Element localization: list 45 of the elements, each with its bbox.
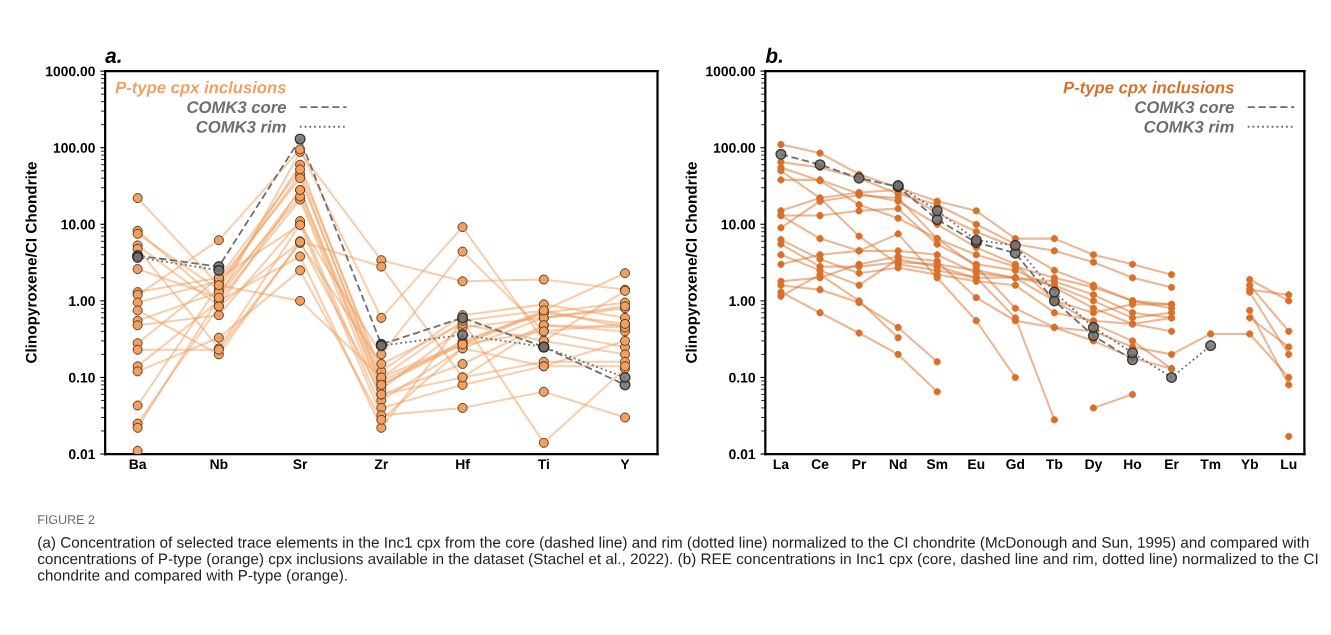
text: P-type cpx inclusions bbox=[1063, 81, 1234, 97]
caption: FIGURE 2 bbox=[38, 515, 95, 524]
y-axis-title: Clinopyroxene/CI Chondrite bbox=[685, 162, 700, 363]
x-tick-label: Tm bbox=[1200, 459, 1221, 469]
x-tick-label: Ba bbox=[129, 459, 147, 470]
x-tick-label: Lu bbox=[1281, 459, 1297, 470]
x-tick-label: La bbox=[773, 459, 790, 470]
x-tick-label: Er bbox=[1165, 459, 1179, 469]
x-tick-label: Nb bbox=[210, 458, 228, 470]
text: (a) Concentration of selected trace elements in the Inc1 cpx from the core (dashed line) and rim (dotted line) normalized to the CI chondrite (McDonough and Sun, 1995) and compared with concentrations of P-type (orange) cpx inclusions available in the dataset (Stachel et al., 2022). (b) REE concentrations in Inc1 cpx (core, dashed line and rim, dotted line) normalized to the CI chondrite and compared with P-type (orange). bbox=[37, 536, 1318, 584]
legend-label: COMK3 rim bbox=[196, 120, 286, 133]
y-tick-label: 0.10 bbox=[729, 372, 756, 383]
legend-label: COMK3 rim bbox=[1144, 120, 1234, 133]
legend-label: COMK3 core bbox=[1135, 101, 1234, 114]
x-tick-label: Sm bbox=[926, 459, 948, 470]
chart-title: b. bbox=[765, 47, 783, 63]
x-tick-label: Zr bbox=[374, 459, 389, 469]
y-tick-label: 10.00 bbox=[721, 219, 756, 230]
x-tick-label: Hf bbox=[456, 458, 470, 469]
x-tick-label: Tb bbox=[1046, 458, 1063, 470]
x-tick-label: Sr bbox=[293, 459, 308, 470]
chart-title: a. bbox=[105, 51, 121, 63]
y-tick-label: 100.00 bbox=[714, 143, 756, 153]
y-tick-label: 0.01 bbox=[729, 449, 756, 460]
x-tick-label: Nd bbox=[889, 458, 907, 470]
x-tick-label: Dy bbox=[1085, 459, 1103, 472]
x-tick-label: Ho bbox=[1124, 459, 1142, 470]
text: P-type cpx inclusions bbox=[115, 81, 286, 97]
y-tick-label: 100.00 bbox=[53, 143, 95, 153]
x-tick-label: Gd bbox=[1006, 458, 1025, 470]
y-tick-label: 0.01 bbox=[68, 449, 96, 460]
legend-label: COMK3 core bbox=[187, 101, 287, 114]
x-tick-label: Ti bbox=[537, 458, 549, 469]
y-tick-label: 1.00 bbox=[729, 296, 756, 307]
x-tick-label: Pr bbox=[852, 459, 867, 469]
x-tick-label: Yb bbox=[1241, 458, 1258, 470]
y-tick-label: 10.00 bbox=[61, 219, 95, 230]
y-axis-title: Clinopyroxene/CI Chondrite bbox=[25, 162, 40, 363]
y-tick-label: 1000.00 bbox=[706, 66, 756, 77]
x-tick-label: Y bbox=[620, 459, 630, 469]
y-tick-label: 0.10 bbox=[68, 372, 95, 383]
x-tick-label: Eu bbox=[968, 459, 985, 470]
y-tick-label: 1000.00 bbox=[46, 66, 95, 77]
y-tick-label: 1.00 bbox=[69, 296, 95, 307]
x-tick-label: Ce bbox=[811, 459, 829, 470]
